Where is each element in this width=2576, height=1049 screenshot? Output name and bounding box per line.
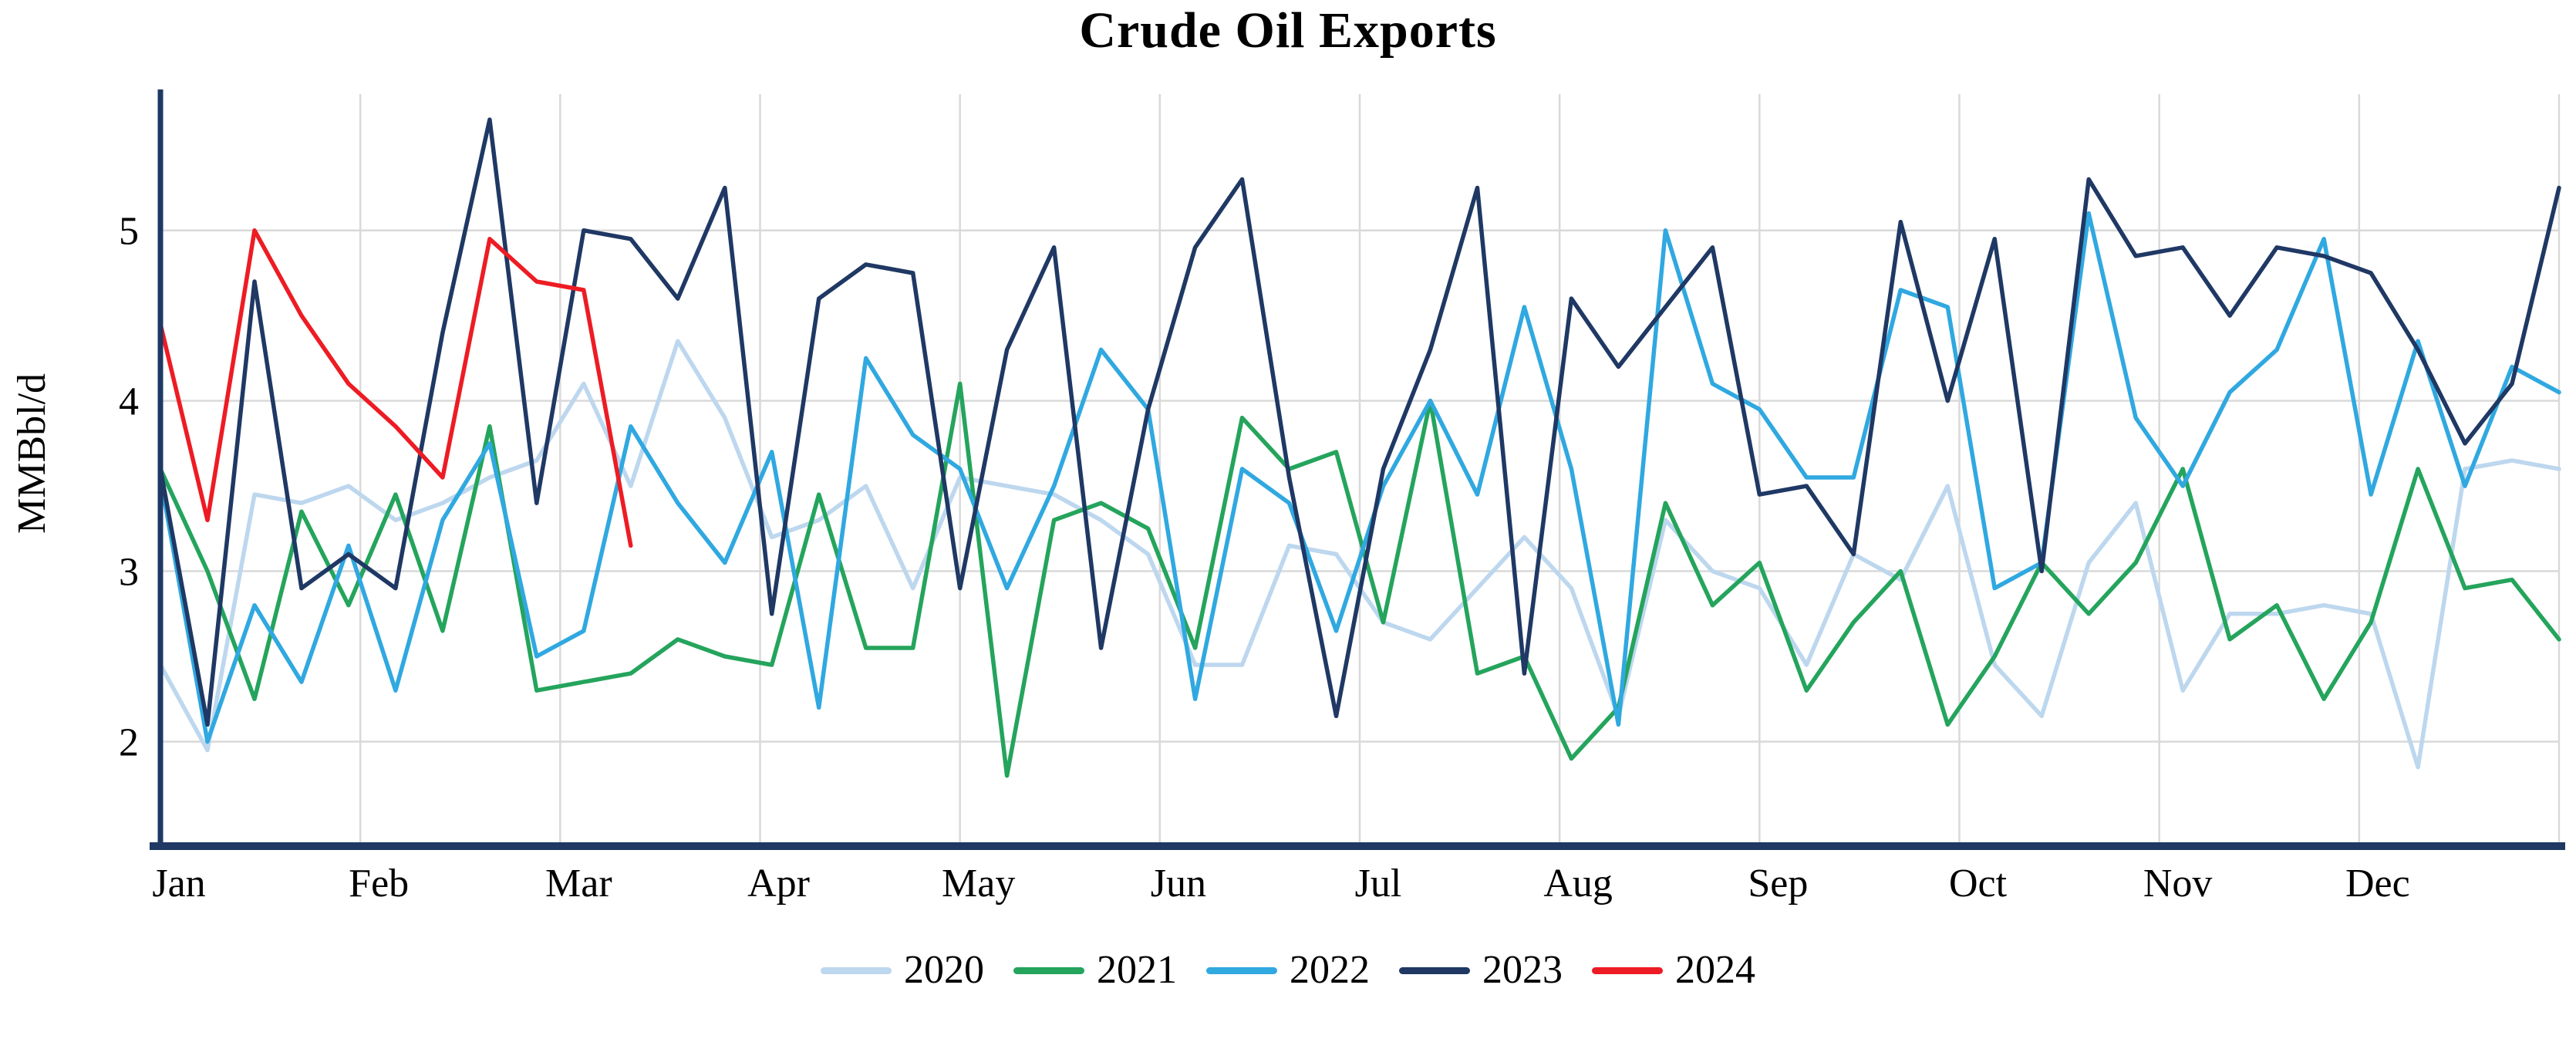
legend-swatch-2021: [1013, 966, 1084, 974]
legend-item-2020: 2020: [821, 950, 984, 990]
y-tick-label: 2: [119, 720, 139, 764]
legend-label-2023: 2023: [1482, 948, 1563, 992]
x-tick-label-apr: Apr: [747, 862, 810, 906]
x-tick-label-feb: Feb: [349, 862, 409, 906]
y-tick-label: 3: [119, 551, 139, 595]
legend-swatch-2020: [821, 966, 892, 974]
legend-swatch-2023: [1399, 966, 1470, 974]
legend-label-2022: 2022: [1290, 948, 1370, 992]
legend-item-2024: 2024: [1592, 950, 1755, 990]
x-tick-label-dec: Dec: [2345, 862, 2410, 906]
x-tick-label-jan: Jan: [152, 862, 205, 906]
y-tick-label: 5: [119, 210, 139, 254]
series-line-2022: [158, 211, 2561, 744]
legend: 2020 2021 2022 2023 2024: [0, 950, 2576, 990]
x-tick-label-nov: Nov: [2143, 862, 2213, 906]
chart-title: Crude Oil Exports: [1079, 2, 1497, 59]
x-tick-label-may: May: [942, 862, 1015, 906]
series-line-2021: [158, 381, 2561, 778]
x-tick-label-aug: Aug: [1543, 862, 1613, 906]
legend-label-2020: 2020: [904, 948, 984, 992]
legend-label-2024: 2024: [1675, 948, 1755, 992]
x-tick-label-oct: Oct: [1949, 862, 2008, 906]
series-line-2023: [158, 117, 2561, 727]
legend-item-2021: 2021: [1013, 950, 1177, 990]
x-tick-label-jul: Jul: [1355, 862, 1402, 906]
legend-item-2022: 2022: [1206, 950, 1370, 990]
x-tick-label-mar: Mar: [545, 862, 612, 906]
legend-label-2021: 2021: [1097, 948, 1177, 992]
x-tick-label-sep: Sep: [1748, 862, 1808, 906]
legend-item-2023: 2023: [1399, 950, 1563, 990]
x-tick-label-jun: Jun: [1151, 862, 1206, 906]
legend-swatch-2024: [1592, 966, 1663, 974]
series-line-2024: [158, 228, 633, 548]
legend-swatch-2022: [1206, 966, 1277, 974]
y-tick-label: 4: [119, 380, 139, 424]
